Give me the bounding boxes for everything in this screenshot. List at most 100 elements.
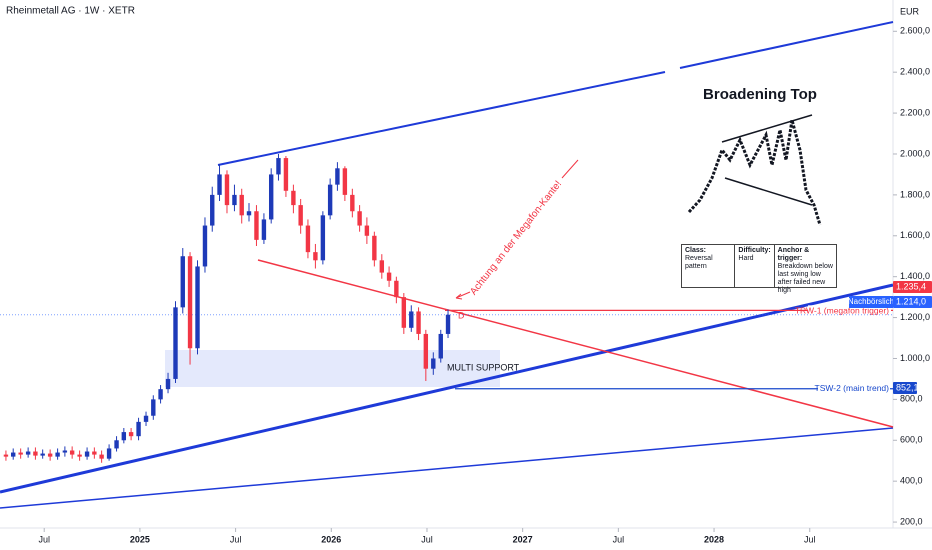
y-tick-label: 2.400,0 — [900, 67, 930, 77]
candle-body — [136, 421, 141, 437]
candle-body — [158, 389, 163, 400]
candle-body — [77, 454, 82, 457]
y-tick-label: 200,0 — [900, 516, 923, 526]
candle-body — [18, 452, 23, 455]
info-cell: Anchor & trigger: Breakdown below last sw… — [775, 245, 836, 294]
candle-body — [114, 440, 119, 449]
candle-body — [195, 266, 200, 349]
candle-body — [394, 280, 399, 298]
y-tick-label: 1.200,0 — [900, 312, 930, 322]
candle-body — [173, 307, 178, 379]
candle-body — [11, 452, 16, 457]
candle-body — [165, 378, 171, 390]
candle-body — [431, 358, 436, 369]
candle-body — [409, 311, 414, 328]
x-tick-label: 2028 — [704, 534, 724, 544]
candle-body — [143, 415, 149, 422]
level-name: TRW-1 (megafon trigger) — [795, 306, 889, 316]
y-tick-label: 2.600,0 — [900, 26, 930, 36]
candle-body — [342, 168, 348, 195]
info-header: Anchor & trigger: — [777, 247, 810, 262]
y-tick-label: 2.200,0 — [900, 107, 930, 117]
candle-body — [47, 453, 53, 457]
candle-body — [254, 211, 259, 240]
level-name-bg — [818, 382, 890, 395]
x-tick-label: 2025 — [130, 534, 150, 544]
y-tick-label: 600,0 — [900, 435, 923, 445]
candle-body — [438, 333, 443, 359]
y-tick-label: 800,0 — [900, 394, 923, 404]
chart-title: Rheinmetall AG · 1W · XETR — [6, 6, 135, 17]
candle-body — [350, 194, 355, 212]
candle-body — [423, 333, 429, 369]
candle-body — [320, 215, 326, 261]
candle-body — [224, 174, 230, 206]
pattern-illustration — [687, 119, 822, 226]
candle-body — [372, 235, 377, 261]
pattern-line — [721, 114, 813, 143]
main-trendline — [0, 283, 894, 494]
candle-body — [232, 194, 237, 206]
x-tick-label: 2027 — [513, 534, 533, 544]
candle-body — [401, 297, 407, 328]
candle-body — [276, 158, 281, 175]
info-value: Breakdown below last swing low after fai… — [777, 263, 833, 294]
candle-body — [121, 432, 127, 441]
candle-body — [357, 211, 362, 226]
y-tick-label: 400,0 — [900, 476, 923, 486]
level-name: TSW-2 (main trend) — [815, 383, 890, 393]
candle-body — [298, 205, 303, 226]
candle-body — [62, 450, 68, 453]
price-badge — [893, 281, 932, 293]
candle-body — [180, 256, 185, 308]
candle-body — [187, 256, 193, 349]
pattern-line — [724, 177, 813, 206]
info-cell: Class: Reversal pattern — [682, 245, 736, 287]
candle-body — [33, 451, 38, 456]
y-tick-label: 1.600,0 — [900, 230, 930, 240]
annotation-arrow — [455, 291, 471, 300]
x-tick-label: Jul — [38, 534, 50, 544]
candle-body — [217, 174, 222, 195]
y-tick-label: 1.800,0 — [900, 189, 930, 199]
price-badge — [893, 382, 917, 394]
candle-body — [55, 452, 60, 457]
candle-body — [313, 252, 318, 261]
candle-body — [335, 168, 340, 185]
candle-body — [69, 450, 75, 455]
price-badge-label: 1.235,4 — [896, 281, 926, 291]
x-tick-label: Jul — [804, 534, 816, 544]
candle-body — [128, 432, 134, 437]
candle-body — [291, 190, 296, 206]
candle-body — [246, 211, 252, 216]
candle-body — [268, 174, 274, 220]
price-badge — [893, 296, 932, 308]
x-tick-label: Jul — [421, 534, 433, 544]
candle-body — [386, 272, 392, 281]
candle-body — [261, 219, 267, 240]
info-cell: Difficulty: Hard — [735, 245, 775, 287]
candle-body — [25, 451, 31, 455]
y-tick-label: 1.400,0 — [900, 271, 930, 281]
candle-body — [416, 311, 421, 334]
candle-body — [40, 453, 45, 456]
lower-trendline — [0, 427, 894, 509]
candle-body — [151, 399, 156, 416]
info-value: Reversal pattern — [685, 255, 713, 270]
pattern-title: Broadening Top — [703, 86, 817, 103]
candle-body — [106, 448, 112, 459]
x-tick-label: 2026 — [321, 534, 341, 544]
upper-trendline — [679, 21, 894, 69]
price-badge-label: 1.214,0 — [896, 296, 926, 306]
candle-body — [327, 184, 333, 216]
support-label: MULTI SUPPORT — [447, 362, 520, 372]
x-tick-label: Jul — [613, 534, 625, 544]
x-tick-label: Jul — [230, 534, 242, 544]
candle-body — [99, 454, 104, 459]
info-header: Class: — [685, 247, 707, 254]
candle-body — [3, 454, 9, 457]
candle-body — [92, 451, 97, 455]
level-name-badge — [849, 296, 893, 308]
candle-body — [283, 158, 289, 191]
